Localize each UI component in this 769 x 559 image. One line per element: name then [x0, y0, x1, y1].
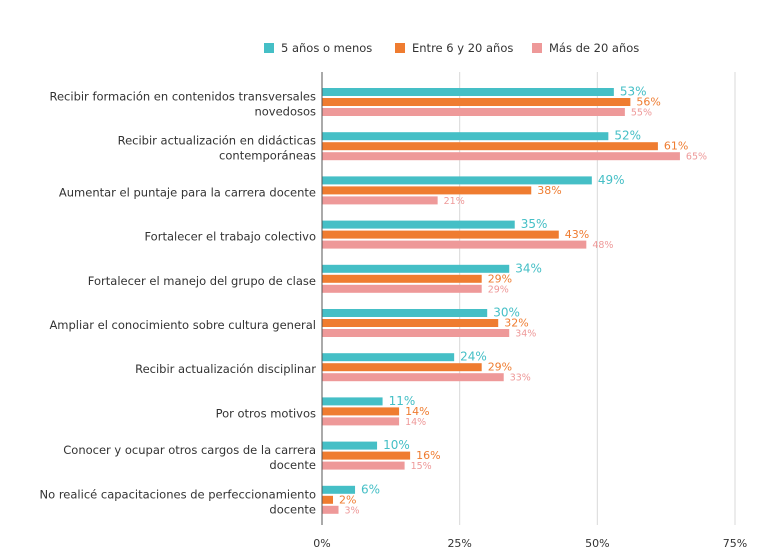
bar [322, 397, 383, 406]
category-label: Aumentar el puntaje para la carrera doce… [59, 185, 316, 199]
category-label: No realicé capacitaciones de perfecciona… [40, 487, 316, 516]
legend-label: Entre 6 y 20 años [412, 41, 513, 55]
category-label: Recibir actualización disciplinar [135, 362, 316, 376]
data-label: 14% [405, 417, 426, 428]
category-label: Fortalecer el trabajo colectivo [144, 230, 316, 244]
bar [322, 186, 532, 195]
data-labels: 53% 52% 49% 35% 34% 30% 24% 11% 10% 6% 56% 61% 38% 43… [339, 85, 707, 517]
bar [322, 176, 592, 185]
bars [322, 88, 680, 514]
bar [322, 417, 400, 426]
x-tick-label: 25% [447, 537, 471, 550]
bar [322, 220, 515, 229]
bar [322, 88, 614, 96]
data-label: 14% [405, 405, 429, 418]
bar [322, 196, 438, 205]
bar [322, 505, 339, 514]
data-label: 32% [504, 317, 528, 330]
x-tick-label: 75% [723, 537, 747, 550]
category-label: Ampliar el conocimiento sobre cultura ge… [49, 318, 316, 332]
data-label: 55% [631, 108, 652, 119]
data-label: 56% [636, 96, 660, 109]
category-label: Conocer y ocupar otros cargos de la carr… [63, 443, 316, 472]
bar [322, 230, 559, 239]
legend-swatch [264, 43, 274, 53]
bar [322, 108, 625, 116]
data-label: 10% [383, 438, 410, 452]
data-label: 33% [510, 373, 531, 384]
bar [322, 152, 680, 161]
bar [322, 284, 482, 293]
bar [322, 132, 609, 141]
data-label: 29% [488, 272, 512, 285]
x-tick-labels: 0% 25% 50% 75% [313, 537, 747, 550]
data-label: 49% [598, 173, 625, 187]
data-label: 53% [620, 85, 647, 99]
bar [322, 240, 587, 249]
data-label: 16% [416, 449, 440, 462]
data-label: 24% [460, 350, 487, 364]
bar [322, 495, 334, 504]
data-label: 3% [345, 505, 360, 516]
legend: 5 años o menos Entre 6 y 20 años Más de 20… [264, 41, 639, 55]
bar [322, 461, 405, 470]
data-label: 11% [389, 394, 416, 408]
data-label: 6% [361, 482, 380, 496]
data-label: 61% [664, 140, 688, 153]
data-label: 48% [592, 240, 613, 251]
legend-swatch [395, 43, 405, 53]
bar [322, 142, 658, 151]
category-label: Por otros motivos [216, 406, 316, 420]
category-label: Recibir actualización en didácticas conte… [118, 134, 316, 163]
bar [322, 329, 510, 337]
data-label: 35% [521, 217, 548, 231]
data-label: 52% [614, 129, 641, 143]
data-label: 38% [537, 184, 561, 197]
x-tick-label: 50% [585, 537, 609, 550]
category-label: Fortalecer el manejo del grupo de clase [88, 274, 316, 288]
bar [322, 264, 510, 273]
bar [322, 98, 631, 106]
legend-label: Más de 20 años [549, 41, 639, 55]
bar [322, 441, 378, 450]
bar [322, 373, 504, 382]
data-label: 34% [515, 261, 542, 275]
data-label: 43% [565, 228, 589, 241]
bar [322, 309, 488, 317]
category-labels: Recibir formación en contenidos transver… [40, 90, 317, 517]
bar [322, 319, 499, 327]
data-label: 34% [515, 329, 536, 340]
bar [322, 485, 356, 494]
bar [322, 451, 411, 460]
data-label: 30% [493, 306, 520, 320]
data-label: 29% [488, 284, 509, 295]
data-label: 15% [411, 461, 432, 472]
data-label: 29% [488, 361, 512, 374]
bar [322, 274, 482, 283]
data-label: 2% [339, 493, 356, 506]
category-label: Recibir formación en contenidos transver… [50, 90, 317, 119]
data-label: 65% [686, 152, 707, 163]
bar [322, 407, 400, 416]
legend-swatch [532, 43, 542, 53]
data-label: 21% [444, 196, 465, 207]
bar [322, 353, 455, 362]
bar [322, 363, 482, 372]
x-tick-label: 0% [313, 537, 330, 550]
legend-label: 5 años o menos [281, 41, 372, 55]
